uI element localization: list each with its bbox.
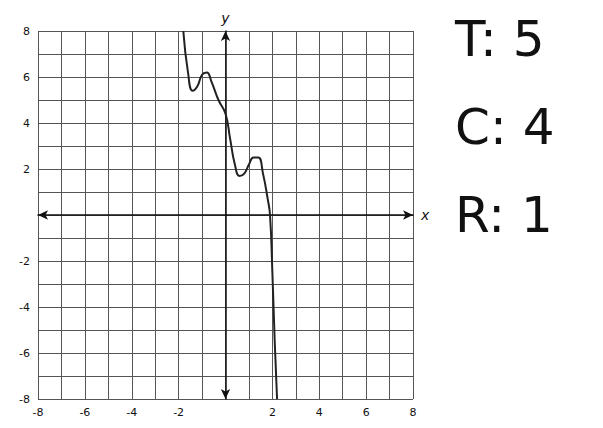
- svg-text:6: 6: [363, 406, 370, 419]
- svg-text:T: 5: T: 5: [454, 10, 545, 68]
- svg-text:x: x: [420, 207, 430, 223]
- svg-text:8: 8: [23, 25, 30, 38]
- svg-text:-6: -6: [19, 347, 30, 360]
- svg-text:4: 4: [316, 406, 323, 419]
- svg-text:-8: -8: [33, 406, 44, 419]
- svg-text:-8: -8: [19, 393, 30, 406]
- svg-text:-6: -6: [79, 406, 90, 419]
- svg-text:-4: -4: [19, 301, 30, 314]
- svg-text:4: 4: [23, 117, 30, 130]
- svg-text:-2: -2: [19, 255, 30, 268]
- svg-text:C: 4: C: 4: [455, 98, 554, 156]
- svg-text:-4: -4: [126, 406, 137, 419]
- svg-text:8: 8: [410, 406, 417, 419]
- svg-text:R: 1: R: 1: [455, 186, 553, 244]
- svg-text:-2: -2: [173, 406, 184, 419]
- svg-text:2: 2: [23, 163, 30, 176]
- svg-text:y: y: [220, 10, 230, 26]
- svg-text:2: 2: [269, 406, 276, 419]
- svg-text:6: 6: [23, 71, 30, 84]
